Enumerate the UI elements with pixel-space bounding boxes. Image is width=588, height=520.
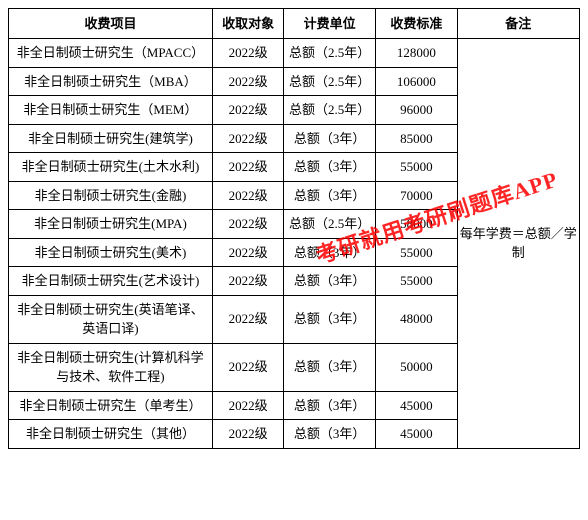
cell-item: 非全日制硕士研究生(计算机科学与技术、软件工程) <box>9 343 213 391</box>
table-body: 非全日制硕士研究生（MPACC）2022级总额（2.5年）128000每年学费＝… <box>9 39 580 449</box>
cell-unit: 总额（3年） <box>284 295 376 343</box>
cell-item: 非全日制硕士研究生（其他） <box>9 420 213 449</box>
cell-fee: 85000 <box>376 124 458 153</box>
cell-fee: 50000 <box>376 343 458 391</box>
cell-target: 2022级 <box>212 238 283 267</box>
fee-table: 收费项目 收取对象 计费单位 收费标准 备注 非全日制硕士研究生（MPACC）2… <box>8 8 580 449</box>
table-row: 非全日制硕士研究生（MPACC）2022级总额（2.5年）128000每年学费＝… <box>9 39 580 68</box>
cell-fee: 48000 <box>376 295 458 343</box>
cell-target: 2022级 <box>212 153 283 182</box>
cell-fee: 55000 <box>376 153 458 182</box>
cell-target: 2022级 <box>212 124 283 153</box>
cell-unit: 总额（2.5年） <box>284 39 376 68</box>
cell-unit: 总额（2.5年） <box>284 210 376 239</box>
cell-fee: 45000 <box>376 391 458 420</box>
cell-item: 非全日制硕士研究生（MPACC） <box>9 39 213 68</box>
header-note: 备注 <box>457 9 579 39</box>
cell-target: 2022级 <box>212 295 283 343</box>
cell-target: 2022级 <box>212 210 283 239</box>
cell-fee: 106000 <box>376 67 458 96</box>
cell-unit: 总额（3年） <box>284 181 376 210</box>
cell-item: 非全日制硕士研究生（单考生） <box>9 391 213 420</box>
cell-unit: 总额（3年） <box>284 343 376 391</box>
cell-item: 非全日制硕士研究生(金融) <box>9 181 213 210</box>
cell-item: 非全日制硕士研究生（MEM） <box>9 96 213 125</box>
header-item: 收费项目 <box>9 9 213 39</box>
cell-fee: 96000 <box>376 96 458 125</box>
cell-unit: 总额（2.5年） <box>284 67 376 96</box>
header-unit: 计费单位 <box>284 9 376 39</box>
header-target: 收取对象 <box>212 9 283 39</box>
cell-item: 非全日制硕士研究生（MBA） <box>9 67 213 96</box>
cell-fee: 70000 <box>376 181 458 210</box>
cell-item: 非全日制硕士研究生(MPA) <box>9 210 213 239</box>
cell-target: 2022级 <box>212 67 283 96</box>
table-header-row: 收费项目 收取对象 计费单位 收费标准 备注 <box>9 9 580 39</box>
cell-fee: 55000 <box>376 238 458 267</box>
cell-unit: 总额（3年） <box>284 420 376 449</box>
cell-item: 非全日制硕士研究生(艺术设计) <box>9 267 213 296</box>
cell-target: 2022级 <box>212 267 283 296</box>
cell-item: 非全日制硕士研究生(英语笔译、英语口译) <box>9 295 213 343</box>
cell-target: 2022级 <box>212 96 283 125</box>
cell-target: 2022级 <box>212 181 283 210</box>
cell-unit: 总额（3年） <box>284 153 376 182</box>
cell-item: 非全日制硕士研究生(美术) <box>9 238 213 267</box>
cell-item: 非全日制硕士研究生(建筑学) <box>9 124 213 153</box>
cell-fee: 45000 <box>376 420 458 449</box>
cell-fee: 55000 <box>376 267 458 296</box>
cell-target: 2022级 <box>212 420 283 449</box>
cell-fee: 128000 <box>376 39 458 68</box>
cell-unit: 总额（2.5年） <box>284 96 376 125</box>
cell-target: 2022级 <box>212 391 283 420</box>
header-fee: 收费标准 <box>376 9 458 39</box>
cell-unit: 总额（3年） <box>284 267 376 296</box>
cell-fee: 58000 <box>376 210 458 239</box>
cell-unit: 总额（3年） <box>284 391 376 420</box>
cell-unit: 总额（3年） <box>284 124 376 153</box>
cell-unit: 总额（3年） <box>284 238 376 267</box>
cell-target: 2022级 <box>212 343 283 391</box>
cell-target: 2022级 <box>212 39 283 68</box>
cell-note: 每年学费＝总额／学制 <box>457 39 579 449</box>
cell-item: 非全日制硕士研究生(土木水利) <box>9 153 213 182</box>
